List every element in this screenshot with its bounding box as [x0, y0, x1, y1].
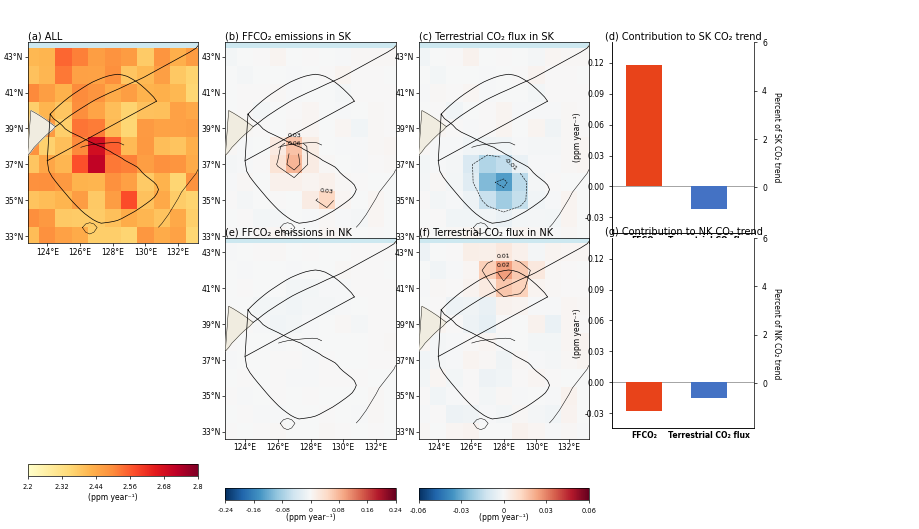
Polygon shape — [244, 270, 356, 419]
Bar — [690, 186, 726, 209]
Bar — [626, 65, 662, 186]
Text: 0.03: 0.03 — [320, 188, 334, 194]
Y-axis label: Percent of SK CO₂ trend: Percent of SK CO₂ trend — [771, 93, 780, 183]
Text: (ppm year⁻¹): (ppm year⁻¹) — [286, 513, 335, 522]
Text: (c) Terrestrial CO₂ flux in SK: (c) Terrestrial CO₂ flux in SK — [418, 32, 553, 42]
Bar — [690, 382, 726, 398]
Polygon shape — [225, 306, 253, 351]
Polygon shape — [253, 46, 395, 236]
Polygon shape — [55, 46, 198, 236]
Polygon shape — [47, 74, 158, 223]
Text: 0.02: 0.02 — [496, 262, 510, 268]
Polygon shape — [253, 242, 395, 432]
Polygon shape — [225, 111, 253, 156]
Y-axis label: (ppm year⁻¹): (ppm year⁻¹) — [572, 308, 581, 358]
Polygon shape — [437, 74, 549, 223]
Y-axis label: (ppm year⁻¹): (ppm year⁻¹) — [572, 113, 581, 162]
Polygon shape — [446, 242, 588, 432]
Text: (e) FFCO₂ emissions in NK: (e) FFCO₂ emissions in NK — [225, 227, 352, 238]
Polygon shape — [437, 270, 549, 419]
Text: (g) Contribution to NK CO₂ trend: (g) Contribution to NK CO₂ trend — [604, 227, 762, 238]
Bar — [626, 382, 662, 411]
Polygon shape — [418, 306, 446, 351]
Text: (d) Contribution to SK CO₂ trend: (d) Contribution to SK CO₂ trend — [604, 32, 760, 42]
Text: (a) ALL: (a) ALL — [28, 32, 62, 42]
Text: (ppm year⁻¹): (ppm year⁻¹) — [88, 492, 137, 502]
Text: 0.01: 0.01 — [496, 253, 510, 259]
Polygon shape — [244, 74, 356, 223]
Y-axis label: Percent of NK CO₂ trend: Percent of NK CO₂ trend — [771, 288, 780, 379]
Polygon shape — [418, 111, 446, 156]
Text: (ppm year⁻¹): (ppm year⁻¹) — [479, 513, 528, 522]
Polygon shape — [446, 46, 588, 236]
Text: (b) FFCO₂ emissions in SK: (b) FFCO₂ emissions in SK — [225, 32, 351, 42]
Text: 0.03: 0.03 — [287, 133, 301, 138]
Text: -0.01: -0.01 — [503, 157, 517, 171]
Text: (f) Terrestrial CO₂ flux in NK: (f) Terrestrial CO₂ flux in NK — [418, 227, 552, 238]
Text: 0.06: 0.06 — [287, 141, 301, 146]
Polygon shape — [28, 111, 55, 156]
